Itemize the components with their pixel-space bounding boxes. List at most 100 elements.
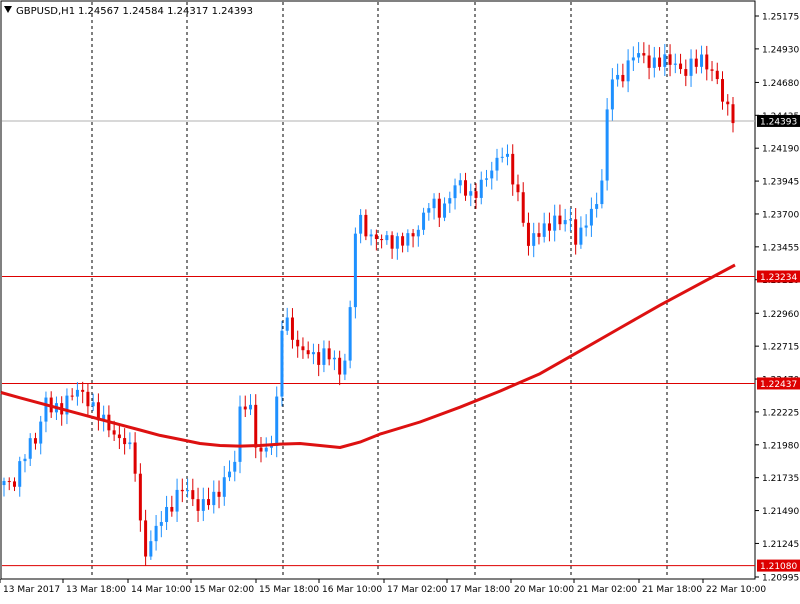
candle-body — [317, 352, 321, 365]
candle-body — [495, 157, 499, 171]
candle-body — [212, 491, 216, 506]
candle-body — [65, 395, 69, 415]
candle-body — [406, 233, 410, 246]
candle-body — [437, 198, 441, 218]
candle-body — [731, 104, 735, 124]
candle-body — [589, 208, 593, 226]
candle-body — [322, 348, 326, 365]
candle-body — [395, 236, 399, 249]
time-tick-label: 16 Mar 10:00 — [322, 585, 382, 595]
time-axis[interactable]: 13 Mar 2017 13 Mar 18:00 14 Mar 10:00 15 Ma… — [0, 579, 766, 595]
candle-body — [238, 406, 242, 462]
candle-body — [479, 179, 483, 198]
time-tick-label: 15 Mar 02:00 — [194, 585, 254, 595]
candle-body — [23, 458, 27, 462]
candle-body — [568, 219, 572, 221]
candle-body — [33, 438, 37, 444]
candle-body — [7, 481, 11, 483]
candle-body — [133, 442, 137, 474]
time-tick-label: 13 Mar 2017 — [3, 585, 60, 595]
candle-body — [2, 481, 6, 486]
candle-body — [422, 212, 426, 230]
current-price-label: 1.24393 — [760, 117, 797, 127]
candle-body — [500, 156, 504, 158]
candle-body — [28, 438, 32, 459]
candle-body — [222, 477, 226, 497]
candle-body — [138, 473, 142, 521]
price-tick-label: 1.21980 — [762, 441, 799, 451]
vertical-grid — [91, 2, 668, 578]
candle-body — [369, 234, 373, 237]
candle-body — [201, 499, 205, 511]
candle-body — [243, 406, 247, 410]
candles — [2, 42, 735, 566]
candle-body — [332, 357, 336, 360]
candle-body — [311, 352, 315, 355]
candle-body — [18, 461, 22, 487]
price-tick-label: 1.23455 — [762, 243, 799, 253]
time-tick-label: 17 Mar 18:00 — [450, 585, 510, 595]
candle-body — [380, 239, 384, 241]
candle-body — [443, 203, 447, 218]
ohlc-values: 1.24567 1.24584 1.24317 1.24393 — [78, 6, 253, 17]
candle-body — [474, 191, 478, 198]
price-tick-label: 1.24680 — [762, 79, 799, 89]
time-tick-label: 20 Mar 10:00 — [514, 585, 574, 595]
candle-body — [605, 109, 609, 181]
candle-body — [81, 389, 85, 392]
candle-body — [348, 307, 352, 361]
symbol-label: GBPUSD,H1 — [16, 6, 75, 17]
time-tick-label: 14 Mar 10:00 — [131, 585, 191, 595]
candle-body — [563, 220, 567, 225]
candle-body — [663, 54, 667, 67]
candle-body — [610, 79, 614, 110]
candle-body — [70, 395, 74, 397]
candle-body — [547, 223, 551, 231]
price-tick-label: 1.21735 — [762, 474, 799, 484]
candle-body — [301, 346, 305, 351]
price-tick-label: 1.21245 — [762, 540, 799, 550]
price-axis[interactable]: 1.251751.249301.246801.244351.241901.239… — [755, 13, 799, 584]
candle-body — [196, 499, 200, 511]
candle-body — [170, 506, 174, 512]
candle-body — [338, 357, 342, 375]
candle-body — [652, 57, 656, 68]
candle-body — [537, 233, 541, 237]
price-tick-label: 1.22960 — [762, 310, 799, 320]
candle-body — [616, 74, 620, 80]
price-tick-label: 1.24190 — [762, 145, 799, 155]
candle-body — [343, 360, 347, 375]
level-label: 1.23234 — [760, 273, 797, 283]
candle-body — [165, 506, 169, 523]
level-label: 1.21080 — [760, 562, 797, 572]
candle-body — [217, 491, 221, 497]
moving-average — [0, 263, 736, 449]
level-tag — [757, 270, 800, 283]
candle-body — [647, 55, 651, 68]
candle-body — [684, 69, 688, 76]
candle-body — [112, 430, 116, 435]
candle-body — [416, 229, 420, 237]
candle-body — [275, 396, 279, 446]
candle-body — [432, 198, 436, 209]
candle-body — [154, 525, 158, 542]
candle-body — [584, 225, 588, 228]
chart-header: GBPUSD,H1 1.24567 1.24584 1.24317 1.2439… — [4, 6, 253, 17]
price-tick-label: 1.25175 — [762, 13, 799, 23]
candle-body — [12, 481, 16, 487]
price-tick-label: 1.22225 — [762, 408, 799, 418]
candle-body — [248, 404, 252, 410]
candle-body — [511, 153, 515, 185]
candle-body — [280, 330, 284, 397]
candle-body — [144, 520, 148, 557]
candle-body — [526, 222, 530, 246]
candle-body — [542, 223, 546, 237]
candle-body — [207, 499, 211, 506]
candle-body — [75, 389, 79, 397]
triangle-down-icon[interactable] — [4, 6, 12, 13]
candle-body — [668, 54, 672, 65]
candle-body — [490, 170, 494, 179]
candle-body — [91, 402, 95, 407]
